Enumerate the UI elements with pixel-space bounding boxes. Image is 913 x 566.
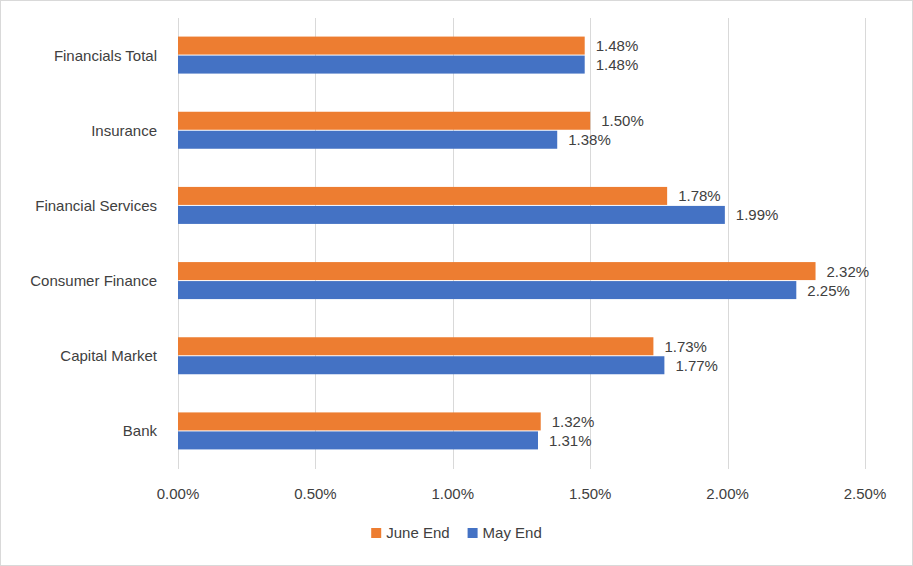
grid-line: [453, 18, 454, 469]
grid-line: [315, 18, 316, 469]
tick-label: 0.00%: [157, 485, 200, 502]
category-label: Bank: [123, 422, 158, 439]
tick-label: 2.50%: [844, 485, 887, 502]
category-label: Financials Total: [54, 47, 157, 64]
chart: 0.00% 0.50% 1.00% 1.50% 2.00% 2.50% Financials…: [0, 0, 913, 566]
data-label: 2.32%: [827, 263, 870, 280]
bar: [178, 112, 590, 130]
bar: [178, 412, 541, 430]
grid-line: [178, 18, 179, 469]
axis-line: [178, 18, 179, 469]
legend-label: June End: [386, 524, 449, 541]
data-label: 2.25%: [807, 282, 850, 299]
data-label: 1.50%: [601, 112, 644, 129]
bars: [178, 37, 816, 450]
data-label: 1.78%: [678, 187, 721, 204]
tick-label: 2.00%: [706, 485, 749, 502]
category-label: Capital Market: [60, 347, 158, 364]
data-label: 1.32%: [552, 413, 595, 430]
grid-line: [590, 18, 591, 469]
bar: [178, 56, 585, 74]
bar: [178, 37, 585, 55]
legend-swatch: [371, 528, 381, 538]
bar: [178, 206, 725, 224]
data-label: 1.77%: [675, 357, 718, 374]
legend-label: May End: [483, 524, 542, 541]
tick-label: 1.50%: [569, 485, 612, 502]
legend: June End May End: [371, 524, 542, 541]
data-label: 1.31%: [549, 432, 592, 449]
bar: [178, 131, 557, 149]
tick-label: 0.50%: [294, 485, 337, 502]
legend-swatch: [468, 528, 478, 538]
category-label: Consumer Finance: [30, 272, 157, 289]
chart-frame: [1, 1, 913, 566]
tick-label: 1.00%: [432, 485, 475, 502]
grid-line: [865, 18, 866, 469]
bar: [178, 187, 667, 205]
grid-line: [728, 18, 729, 469]
data-label: 1.99%: [736, 206, 779, 223]
data-label: 1.48%: [596, 56, 639, 73]
bar: [178, 337, 653, 355]
data-label: 1.73%: [664, 338, 707, 355]
bar: [178, 281, 796, 299]
bar: [178, 431, 538, 449]
data-label: 1.38%: [568, 131, 611, 148]
category-label: Financial Services: [35, 197, 157, 214]
category-label: Insurance: [91, 122, 157, 139]
bar: [178, 262, 816, 280]
bar: [178, 356, 664, 374]
data-label: 1.48%: [596, 37, 639, 54]
